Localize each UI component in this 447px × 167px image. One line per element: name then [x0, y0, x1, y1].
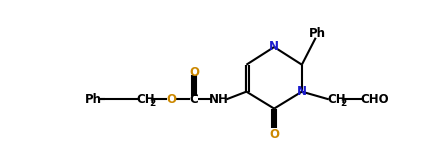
Text: O: O	[189, 66, 199, 79]
Text: CH: CH	[136, 93, 155, 106]
Text: O: O	[166, 93, 176, 106]
Text: Ph: Ph	[309, 27, 326, 40]
Text: Ph: Ph	[84, 93, 101, 106]
Text: O: O	[269, 127, 279, 140]
Text: NH: NH	[209, 93, 228, 106]
Text: 2: 2	[340, 99, 346, 108]
Text: CHO: CHO	[361, 93, 389, 106]
Text: N: N	[297, 85, 307, 98]
Text: C: C	[190, 93, 198, 106]
Text: 2: 2	[149, 99, 156, 108]
Text: CH: CH	[327, 93, 346, 106]
Text: N: N	[269, 40, 279, 53]
